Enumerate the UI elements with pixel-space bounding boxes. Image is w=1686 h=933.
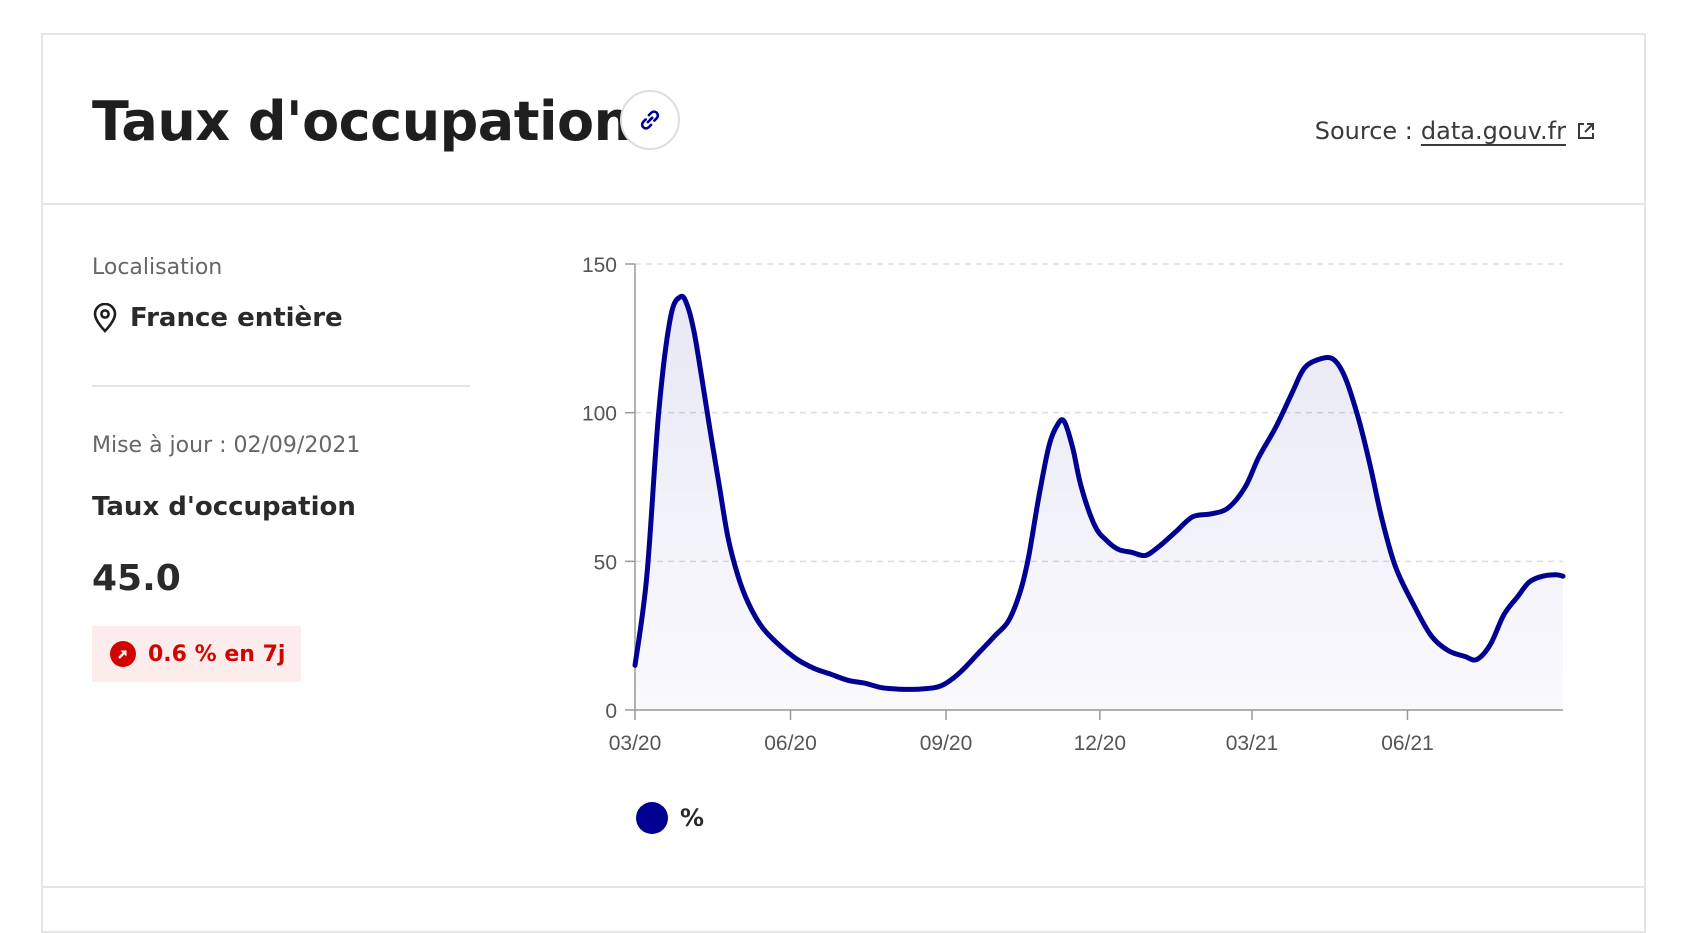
metric-value: 45.0 [92, 558, 181, 599]
x-tick-label: 03/21 [1226, 732, 1279, 755]
trend-badge: 0.6 % en 7j [92, 626, 302, 682]
location-text: France entière [130, 303, 343, 333]
page-title: Taux d'occupation [92, 90, 632, 153]
indicator-card: Taux d'occupation Source : data.gouv.fr … [41, 33, 1646, 933]
arrow-up-right-icon [110, 641, 136, 667]
section-divider [43, 886, 1644, 888]
source: Source : data.gouv.fr [1315, 117, 1596, 145]
y-tick-label: 100 [582, 403, 617, 426]
chart-legend[interactable]: % [636, 802, 704, 834]
update-date: Mise à jour : 02/09/2021 [92, 433, 361, 458]
trend-text: 0.6 % en 7j [148, 641, 286, 667]
link-icon [640, 110, 660, 130]
external-link-icon [1578, 123, 1594, 139]
card-header: Taux d'occupation Source : data.gouv.fr [43, 35, 1644, 205]
series-area [635, 296, 1563, 710]
occupancy-chart: 0 50 100 150 03/20 06/20 09/20 12/20 03/21 06/21 [582, 254, 1566, 755]
divider [92, 385, 470, 387]
location-label: Localisation [92, 255, 223, 280]
source-label: Source : [1314, 117, 1413, 145]
source-link-text: data.gouv.fr [1420, 117, 1566, 145]
x-tick-label: 06/20 [764, 732, 817, 755]
legend-swatch [636, 802, 668, 834]
map-pin-icon [93, 303, 117, 333]
y-tick-label: 150 [582, 254, 617, 277]
legend-label: % [680, 804, 705, 832]
y-tick-label: 0 [605, 700, 617, 723]
copy-link-button[interactable] [620, 90, 680, 150]
x-tick-label: 12/20 [1074, 732, 1127, 755]
x-tick-label: 03/20 [609, 732, 662, 755]
source-link[interactable]: data.gouv.fr [1421, 117, 1596, 145]
x-tick-label: 06/21 [1381, 732, 1434, 755]
y-tick-label: 50 [594, 551, 617, 574]
x-tick-label: 09/20 [920, 732, 973, 755]
metric-label: Taux d'occupation [92, 492, 356, 522]
location-value[interactable]: France entière [92, 303, 343, 333]
series-line [632, 293, 1566, 692]
